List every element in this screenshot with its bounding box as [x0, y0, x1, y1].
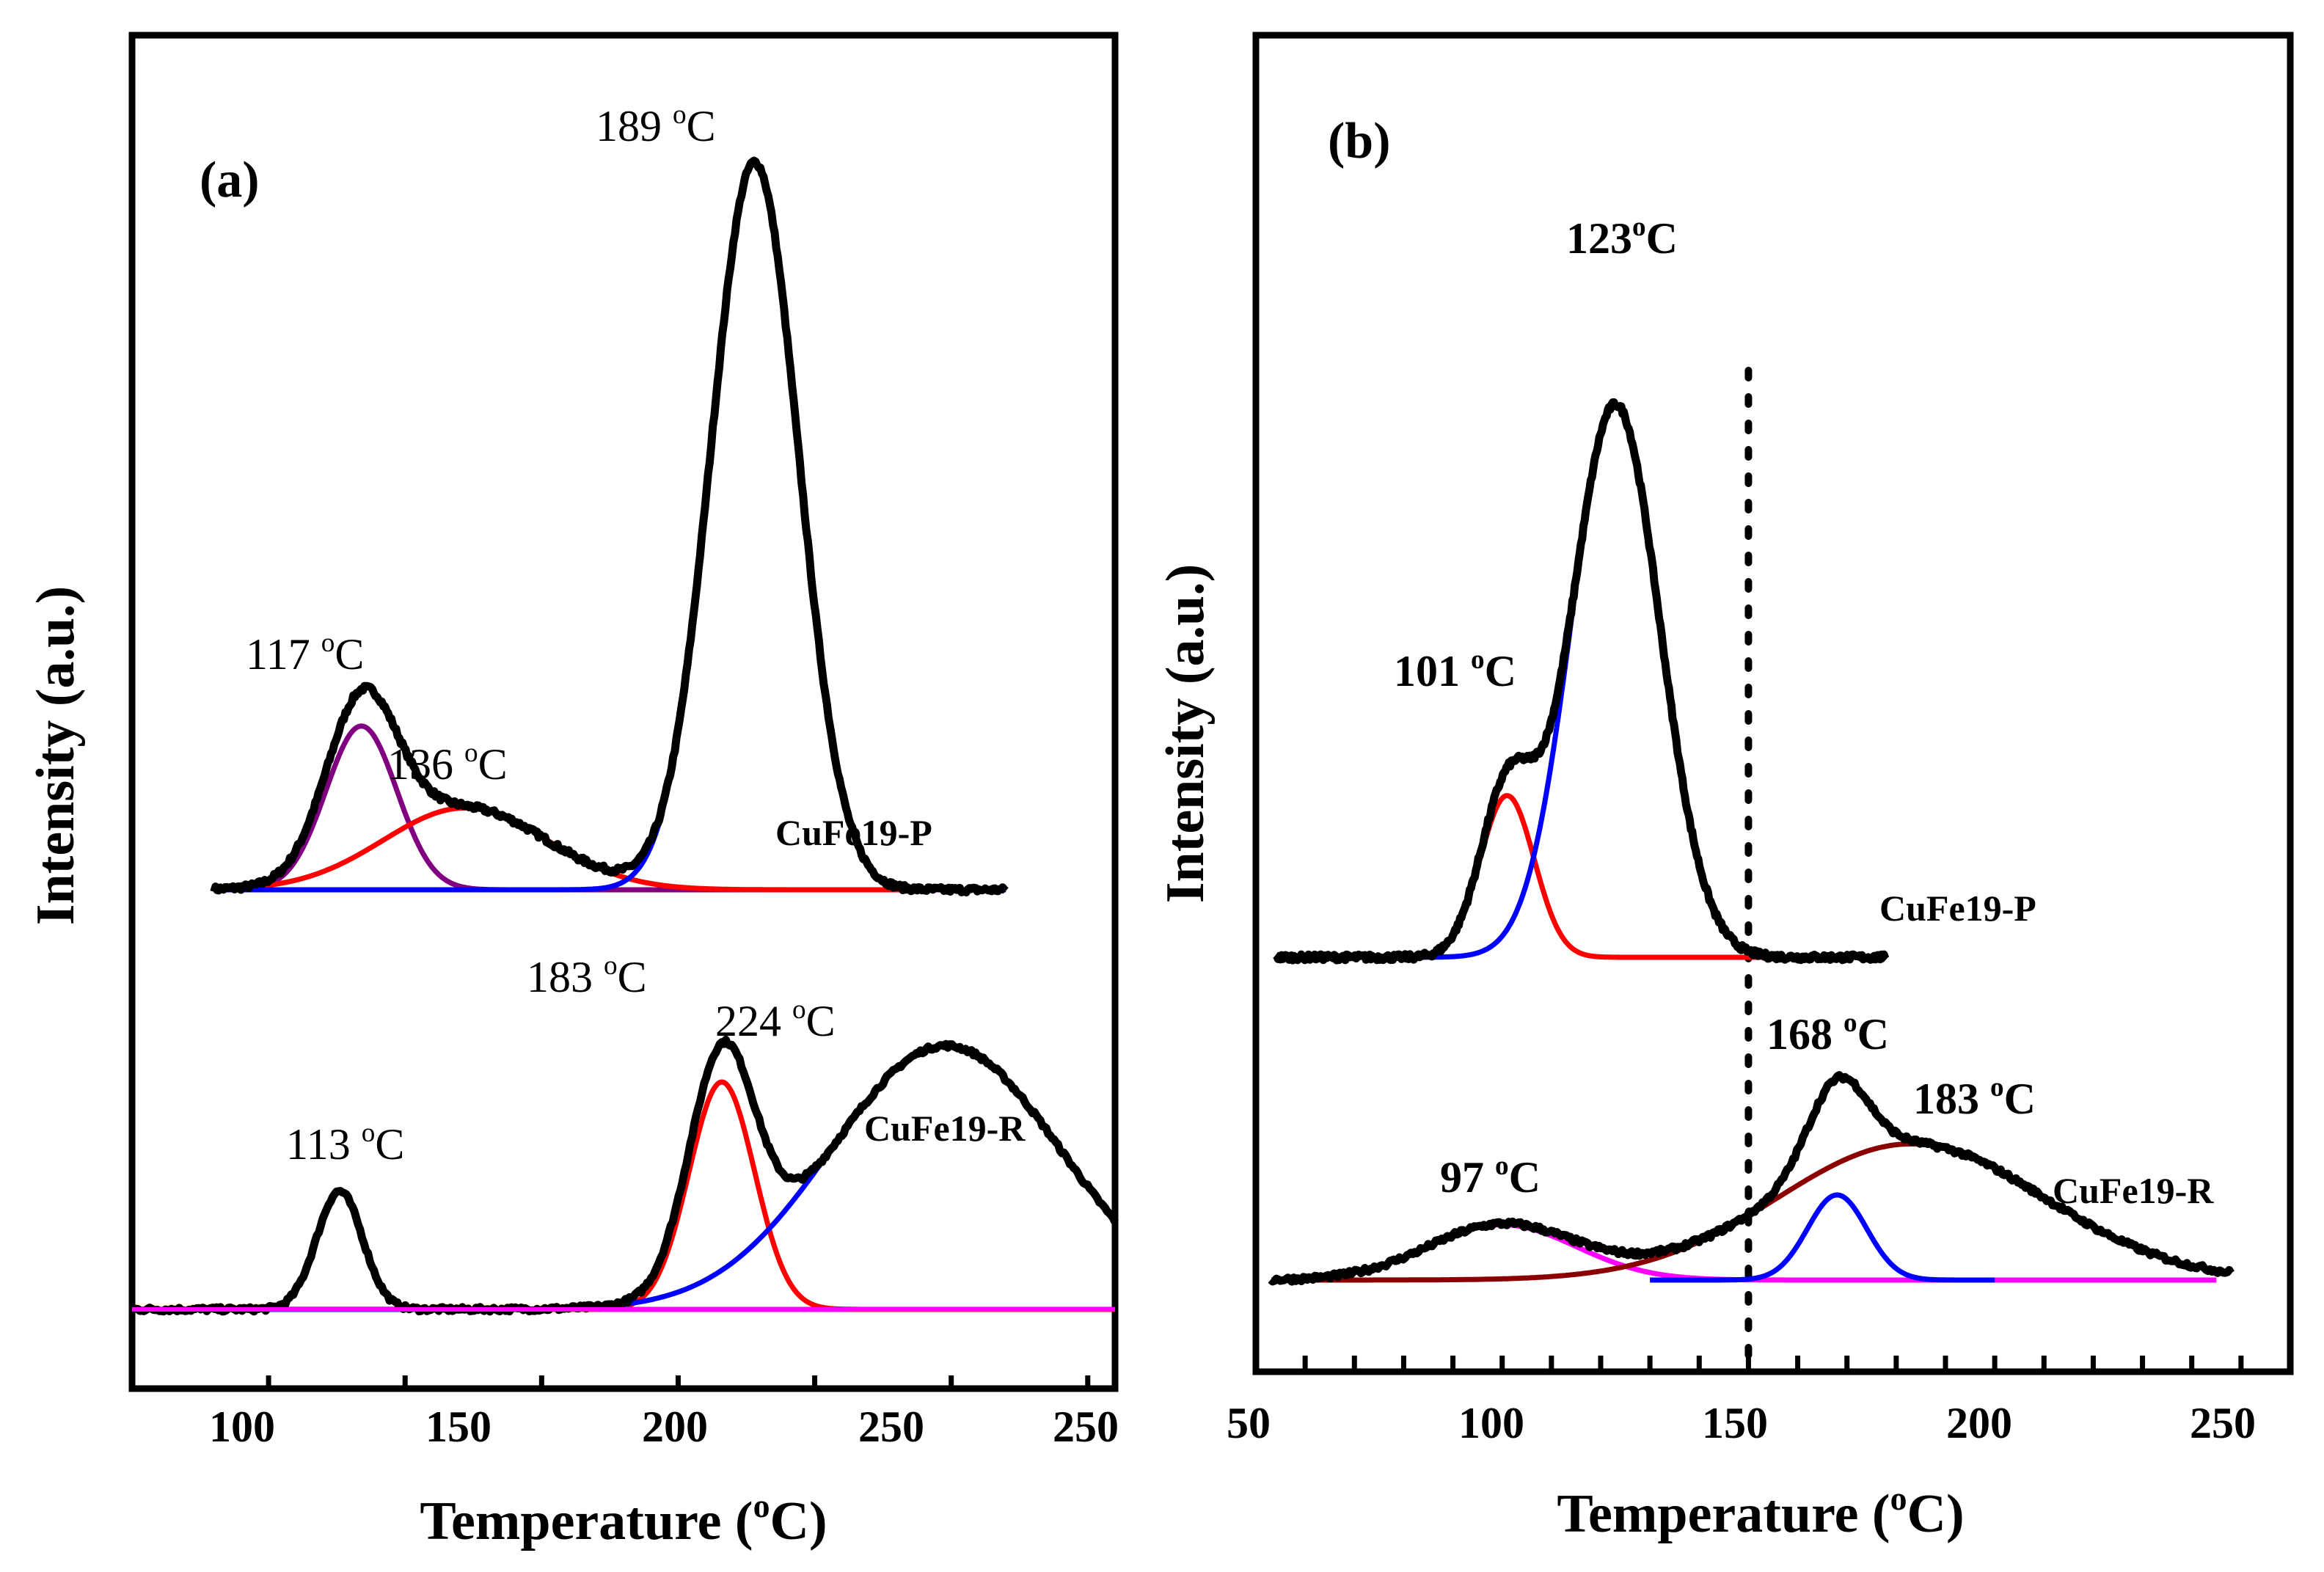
y-axis-title-a: Intensity (a.u.) — [26, 586, 86, 926]
measured-curve-CuFe19-P — [210, 156, 1009, 896]
measured-curve-CuFe19-P — [1273, 398, 1890, 965]
fit-component-123 — [1280, 401, 1877, 960]
panel-b-curves — [1268, 398, 2235, 1286]
tick-label-a-200: 200 — [642, 1403, 708, 1451]
series-label-b-p: CuFe19-P — [1879, 888, 2036, 929]
panel-a: (a) 117 oC 136 oC 189 oC 113 oC 183 oC 2… — [26, 32, 1119, 1551]
panel-b-label: (b) — [1328, 113, 1391, 169]
annotation-b-r-168: 168 oC — [1766, 1008, 1889, 1059]
tick-label-b-200: 200 — [1946, 1399, 2012, 1447]
tick-label-b-250: 250 — [2190, 1399, 2256, 1447]
measured-curve-CuFe19-R — [130, 1035, 1119, 1316]
fit-component-189 — [213, 159, 1006, 893]
x-axis-title-b: Temperature (oC) — [1557, 1480, 1964, 1544]
annotation-a-p-189: 189 oC — [596, 100, 716, 150]
fit-component-224 — [132, 1042, 1117, 1312]
tick-label-b-100: 100 — [1458, 1399, 1524, 1447]
x-axis-title-a: Temperature (oC) — [420, 1487, 827, 1551]
fit-component-101 — [1280, 793, 1877, 960]
panel-a-curves — [130, 156, 1119, 1316]
panel-b-frame — [1252, 32, 2294, 1375]
annotation-b-p-123: 123oC — [1566, 212, 1678, 263]
annotation-b-p-101: 101 oC — [1394, 645, 1516, 695]
panel-a-label: (a) — [200, 152, 260, 208]
annotation-a-p-136: 136 oC — [387, 738, 508, 789]
annotation-a-r-224: 224 oC — [715, 995, 836, 1045]
panel-a-frame — [128, 32, 1119, 1392]
annotation-a-r-113: 113 oC — [286, 1118, 404, 1169]
annotation-b-r-97: 97 oC — [1440, 1151, 1541, 1202]
panel-a-minor-ticks — [266, 1375, 1091, 1389]
tick-label-a-250: 250 — [858, 1403, 924, 1451]
tick-label-a-150: 150 — [425, 1403, 492, 1451]
panel-b: (b) 101 oC 123oC 97 oC 168 oC 183 oC CuF… — [1155, 32, 2294, 1544]
series-label-b-r: CuFe19-R — [2053, 1170, 2214, 1211]
measured-curve-CuFe19-R — [1268, 1071, 2235, 1286]
annotation-b-r-183: 183 oC — [1913, 1072, 2036, 1123]
y-axis-title-b: Intensity (a.u.) — [1155, 564, 1216, 904]
fit-component-113 — [132, 1188, 1115, 1312]
tick-label-a-100: 100 — [209, 1403, 275, 1451]
annotation-a-r-183: 183 oC — [527, 951, 647, 1001]
fit-component-168 — [1650, 1192, 1995, 1283]
tick-label-a-end: 250 — [1053, 1403, 1119, 1451]
series-label-a-r: CuFe19-R — [864, 1108, 1026, 1149]
annotation-a-p-117: 117 oC — [246, 628, 364, 679]
panel-b-minor-ticks — [1302, 1356, 2244, 1372]
series-label-a-p: CuFe19-P — [775, 812, 932, 853]
tick-label-b-50: 50 — [1227, 1399, 1271, 1447]
tick-label-b-150: 150 — [1702, 1399, 1768, 1447]
